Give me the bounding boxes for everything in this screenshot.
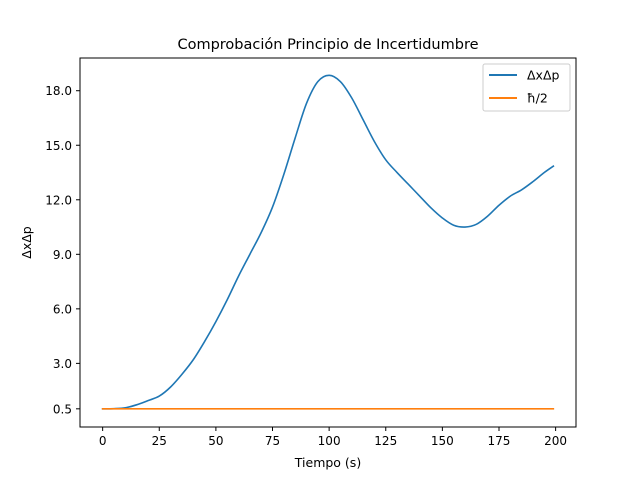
y-tick-label: 18.0 bbox=[45, 84, 72, 98]
x-tick-label: 200 bbox=[544, 434, 567, 448]
plot-area-frame bbox=[79, 57, 577, 428]
x-tick-label: 50 bbox=[208, 434, 223, 448]
y-tick-label: 9.0 bbox=[53, 248, 72, 262]
legend-label-series-2: ħ/2 bbox=[527, 91, 548, 106]
y-tick-label: 3.0 bbox=[53, 357, 72, 371]
x-tick-label: 100 bbox=[318, 434, 341, 448]
y-tick-label: 12.0 bbox=[45, 193, 72, 207]
x-axis-ticks: 0 25 50 75 100 125 150 175 200 bbox=[99, 427, 567, 448]
x-tick-label: 0 bbox=[99, 434, 107, 448]
x-tick-label: 175 bbox=[488, 434, 511, 448]
legend-label-series-1: ΔxΔp bbox=[527, 68, 559, 83]
x-tick-label: 125 bbox=[374, 434, 397, 448]
x-axis-label: Tiempo (s) bbox=[294, 455, 361, 470]
x-tick-label: 150 bbox=[431, 434, 454, 448]
y-tick-label: 0.5 bbox=[53, 402, 72, 416]
series-line-1 bbox=[101, 74, 555, 410]
y-tick-label: 6.0 bbox=[53, 302, 72, 316]
x-tick-label: 75 bbox=[265, 434, 280, 448]
plot-series bbox=[101, 74, 555, 410]
y-tick-label: 15.0 bbox=[45, 139, 72, 153]
y-axis-ticks: 0.5 3.0 6.0 9.0 12.0 15.0 18.0 bbox=[45, 84, 80, 416]
legend: ΔxΔp ħ/2 bbox=[482, 63, 571, 112]
x-tick-label: 25 bbox=[152, 434, 167, 448]
chart-title: Comprobación Principio de Incertidumbre bbox=[177, 37, 478, 53]
y-axis-label: ΔxΔp bbox=[19, 226, 34, 258]
